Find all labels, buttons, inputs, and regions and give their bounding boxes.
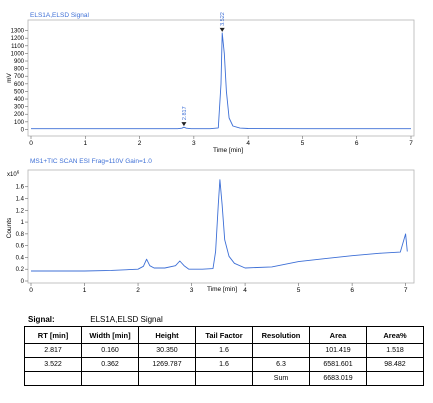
y-multiplier-label: x106: [7, 170, 20, 179]
series-line: [31, 32, 411, 130]
y-axis-label: Counts: [6, 217, 13, 238]
y-tick-label: 1.2: [16, 208, 25, 214]
cell-height: 30.350: [138, 343, 196, 358]
cell-area: 101.419: [309, 343, 367, 358]
x-tick-label: 3: [190, 287, 194, 294]
table-sum-row: Sum 6683.019: [24, 371, 424, 386]
chart-title: ELS1A,ELSD Signal: [30, 12, 89, 19]
y-tick-label: 1300: [11, 29, 25, 35]
x-tick-label: 5: [297, 287, 301, 294]
table-row: 3.522 0.362 1269.787 1.6 6.3 6581.601 98…: [24, 357, 424, 372]
x-tick-label: 4: [246, 140, 250, 147]
y-tick-label: 1100: [11, 44, 25, 50]
header-resolution: Resolution: [252, 326, 310, 344]
y-tick-label: 500: [14, 89, 25, 95]
x-tick-label: 0: [29, 140, 33, 147]
y-tick-label: 200: [14, 112, 25, 118]
peak-label: 3.522: [220, 12, 226, 26]
signal-label: Signal:: [28, 315, 55, 324]
header-area-percent: Area%: [366, 326, 424, 344]
signal-value: ELS1A,ELSD Signal: [90, 315, 163, 324]
y-tick-label: 100: [14, 120, 25, 126]
cell-tail-factor: [195, 371, 253, 386]
cell-rt: [24, 371, 82, 386]
cell-height: 1269.787: [138, 357, 196, 372]
x-tick-label: 7: [404, 287, 408, 294]
cell-tail-factor: 1.6: [195, 343, 253, 358]
y-tick-label: 1.4: [16, 197, 25, 203]
y-tick-label: 600: [14, 82, 25, 88]
header-area: Area: [309, 326, 367, 344]
x-tick-label: 2: [136, 287, 140, 294]
x-tick-label: 6: [355, 140, 359, 147]
cell-width: 0.160: [81, 343, 139, 358]
tic-chart: MS1+TIC SCAN ESI Frag=110V Gain=1.0 Time …: [6, 158, 415, 294]
y-tick-label: 0.4: [16, 255, 25, 261]
peak-label: 2.817: [182, 106, 188, 120]
peak-marker: [219, 27, 225, 32]
cell-width: 0.362: [81, 357, 139, 372]
x-tick-label: 6: [350, 287, 354, 294]
chart-title: MS1+TIC SCAN ESI Frag=110V Gain=1.0: [30, 158, 152, 165]
cell-width: [81, 371, 139, 386]
x-axis-label: Time [min]: [207, 286, 237, 293]
table-header-row: RT [min] Width [min] Height Tail Factor …: [24, 326, 424, 344]
x-tick-label: 1: [83, 287, 87, 294]
y-tick-label: 1.6: [16, 185, 25, 191]
y-tick-label: 400: [14, 97, 25, 103]
x-axis-label: Time [min]: [213, 147, 243, 154]
y-tick-label: 0.8: [16, 232, 25, 238]
table-row: 2.817 0.160 30.350 1.6 101.419 1.518: [24, 343, 424, 358]
cell-resolution: 6.3: [252, 357, 310, 372]
x-tick-label: 4: [243, 287, 247, 294]
series-line: [31, 179, 408, 272]
signal-row: Signal: ELS1A,ELSD Signal: [28, 315, 163, 324]
header-height: Height: [138, 326, 196, 344]
results-table: RT [min] Width [min] Height Tail Factor …: [24, 326, 424, 386]
y-tick-label: 300: [14, 105, 25, 111]
header-tail-factor: Tail Factor: [195, 326, 253, 344]
y-tick-label: 1200: [11, 36, 25, 42]
x-tick-label: 0: [29, 287, 33, 294]
y-tick-label: 0.6: [16, 244, 25, 250]
y-tick-label: 1: [21, 220, 25, 226]
cell-height: [138, 371, 196, 386]
x-tick-label: 2: [138, 140, 142, 147]
cell-area-percent: 98.482: [366, 357, 424, 372]
peak-marker: [181, 122, 187, 127]
y-tick-label: 0: [21, 279, 25, 285]
header-rt: RT [min]: [24, 326, 82, 344]
y-axis-label: mV: [6, 72, 13, 82]
y-tick-label: 900: [14, 59, 25, 65]
cell-resolution: [252, 343, 310, 358]
y-tick-label: 0.2: [16, 267, 25, 273]
y-tick-label: 1000: [11, 51, 25, 57]
y-tick-label: 700: [14, 74, 25, 80]
cell-sum-label: Sum: [252, 371, 310, 386]
cell-area-percent: 1.518: [366, 343, 424, 358]
cell-rt: 3.522: [24, 357, 82, 372]
y-tick-label: 800: [14, 67, 25, 73]
cell-tail-factor: 1.6: [195, 357, 253, 372]
y-tick-label: 0: [21, 127, 25, 133]
x-tick-label: 3: [192, 140, 196, 147]
x-tick-label: 7: [409, 140, 413, 147]
cell-area: 6581.601: [309, 357, 367, 372]
x-tick-label: 5: [301, 140, 305, 147]
x-tick-label: 1: [83, 140, 87, 147]
header-width: Width [min]: [81, 326, 139, 344]
cell-area-percent: [366, 371, 424, 386]
cell-area-sum: 6683.019: [309, 371, 367, 386]
plot-frame: [27, 169, 415, 284]
cell-rt: 2.817: [24, 343, 82, 358]
